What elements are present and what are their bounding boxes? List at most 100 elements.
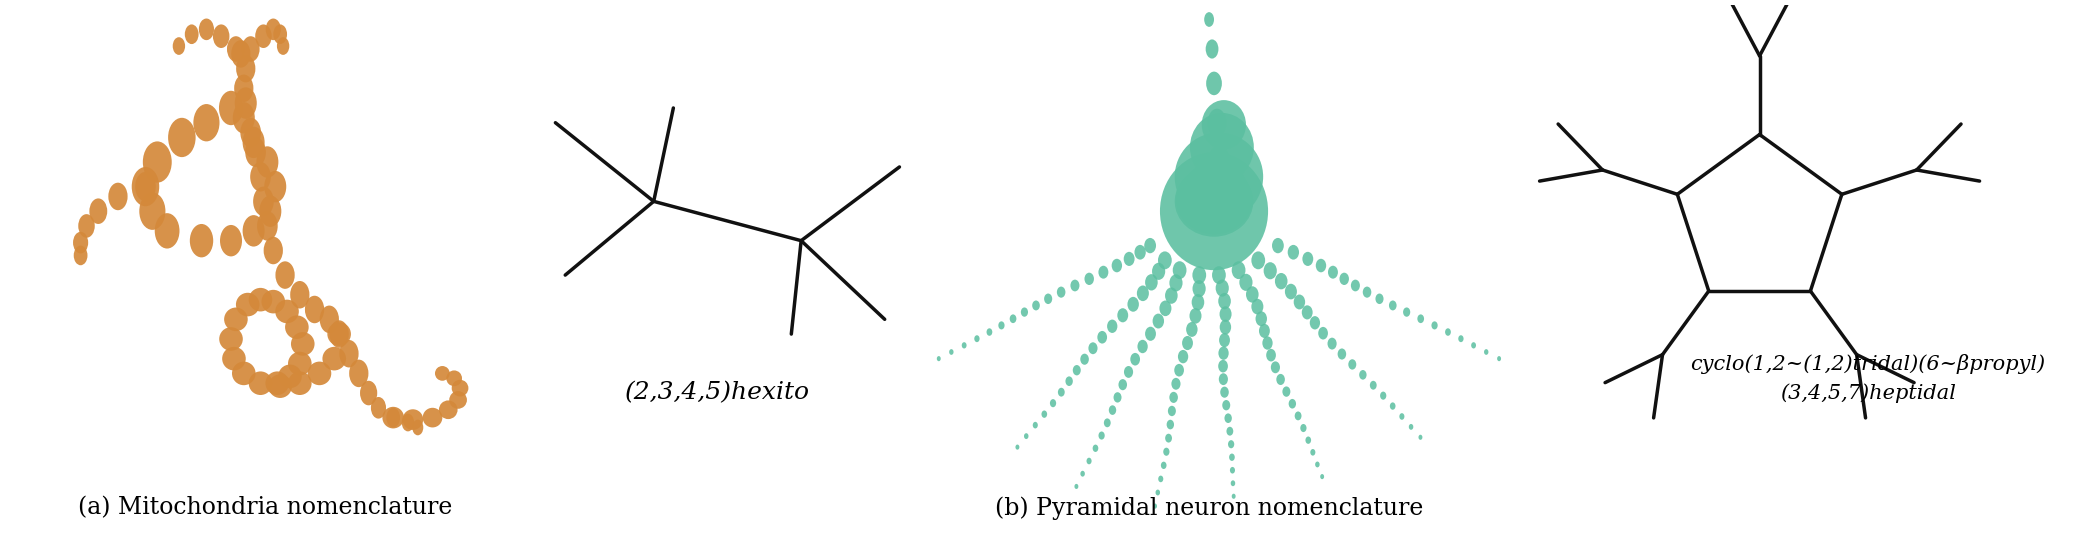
Ellipse shape — [1276, 273, 1288, 290]
Ellipse shape — [278, 365, 301, 388]
Ellipse shape — [1081, 471, 1085, 477]
Ellipse shape — [1184, 162, 1249, 220]
Ellipse shape — [241, 118, 262, 147]
Ellipse shape — [975, 335, 979, 342]
Ellipse shape — [1220, 373, 1228, 385]
Ellipse shape — [1417, 314, 1423, 323]
Ellipse shape — [1155, 489, 1160, 496]
Ellipse shape — [1114, 392, 1122, 403]
Ellipse shape — [1178, 164, 1251, 229]
Ellipse shape — [199, 18, 214, 40]
Ellipse shape — [1072, 365, 1081, 375]
Ellipse shape — [212, 25, 229, 48]
Ellipse shape — [1085, 273, 1093, 285]
Ellipse shape — [1172, 378, 1180, 390]
Ellipse shape — [1174, 166, 1253, 237]
Ellipse shape — [1272, 238, 1284, 253]
Ellipse shape — [220, 225, 241, 256]
Ellipse shape — [1255, 311, 1268, 326]
Ellipse shape — [1145, 326, 1155, 341]
Ellipse shape — [193, 104, 220, 141]
Ellipse shape — [233, 102, 256, 133]
Ellipse shape — [291, 281, 310, 309]
Ellipse shape — [1363, 287, 1371, 298]
Text: (a) Mitochondria nomenclature: (a) Mitochondria nomenclature — [79, 497, 453, 520]
Ellipse shape — [256, 146, 278, 178]
Ellipse shape — [189, 224, 214, 258]
Ellipse shape — [1130, 353, 1141, 366]
Ellipse shape — [1087, 458, 1091, 464]
Ellipse shape — [258, 211, 278, 241]
Ellipse shape — [1288, 245, 1299, 260]
Ellipse shape — [1187, 322, 1197, 337]
Ellipse shape — [1207, 109, 1226, 137]
Ellipse shape — [1211, 266, 1226, 284]
Ellipse shape — [305, 296, 324, 323]
Ellipse shape — [1320, 474, 1324, 479]
Ellipse shape — [243, 127, 264, 158]
Ellipse shape — [254, 186, 274, 216]
Ellipse shape — [1218, 360, 1228, 372]
Ellipse shape — [1180, 163, 1249, 225]
Ellipse shape — [451, 380, 468, 396]
Ellipse shape — [108, 183, 127, 210]
Ellipse shape — [289, 352, 312, 375]
Ellipse shape — [1041, 410, 1047, 418]
Ellipse shape — [1191, 113, 1253, 181]
Ellipse shape — [447, 370, 461, 386]
Ellipse shape — [1232, 494, 1236, 499]
Ellipse shape — [1160, 152, 1268, 270]
Ellipse shape — [1182, 336, 1193, 350]
Ellipse shape — [997, 321, 1004, 329]
Ellipse shape — [1153, 503, 1157, 508]
Ellipse shape — [1228, 440, 1234, 448]
Ellipse shape — [1305, 436, 1311, 444]
Ellipse shape — [1251, 299, 1263, 314]
Ellipse shape — [1099, 266, 1108, 279]
Ellipse shape — [1010, 314, 1016, 323]
Ellipse shape — [1093, 445, 1099, 452]
Ellipse shape — [168, 118, 195, 157]
Ellipse shape — [1189, 308, 1201, 324]
Ellipse shape — [227, 36, 245, 62]
Ellipse shape — [241, 36, 260, 62]
Ellipse shape — [1220, 306, 1232, 322]
Ellipse shape — [143, 141, 172, 183]
Ellipse shape — [131, 167, 160, 206]
Ellipse shape — [135, 172, 156, 202]
Ellipse shape — [1178, 350, 1189, 363]
Ellipse shape — [382, 407, 403, 428]
Ellipse shape — [264, 171, 287, 202]
Ellipse shape — [1118, 379, 1126, 390]
Ellipse shape — [1444, 328, 1450, 336]
Ellipse shape — [1226, 427, 1232, 436]
Text: (b) Pyramidal neuron nomenclature: (b) Pyramidal neuron nomenclature — [995, 496, 1423, 520]
Ellipse shape — [1168, 406, 1176, 416]
Ellipse shape — [1222, 400, 1230, 410]
Ellipse shape — [987, 328, 993, 336]
Ellipse shape — [1099, 432, 1105, 440]
Ellipse shape — [1182, 162, 1249, 222]
Ellipse shape — [330, 320, 349, 348]
Ellipse shape — [276, 37, 289, 55]
Ellipse shape — [73, 232, 87, 254]
Ellipse shape — [1230, 480, 1234, 486]
Ellipse shape — [154, 213, 179, 249]
Ellipse shape — [1145, 238, 1155, 253]
Ellipse shape — [266, 18, 281, 40]
Ellipse shape — [1409, 424, 1413, 430]
Ellipse shape — [79, 214, 96, 238]
Ellipse shape — [1170, 392, 1178, 403]
Ellipse shape — [218, 91, 243, 125]
Ellipse shape — [1232, 261, 1245, 279]
Ellipse shape — [1170, 274, 1182, 291]
Ellipse shape — [1207, 146, 1230, 178]
Ellipse shape — [1432, 321, 1438, 329]
Ellipse shape — [1359, 370, 1367, 380]
Ellipse shape — [1195, 156, 1241, 197]
Ellipse shape — [1153, 314, 1164, 329]
Ellipse shape — [1089, 342, 1097, 354]
Text: (2,3,4,5)hexito: (2,3,4,5)hexito — [625, 381, 810, 404]
Ellipse shape — [1199, 154, 1238, 190]
Ellipse shape — [1199, 155, 1238, 192]
